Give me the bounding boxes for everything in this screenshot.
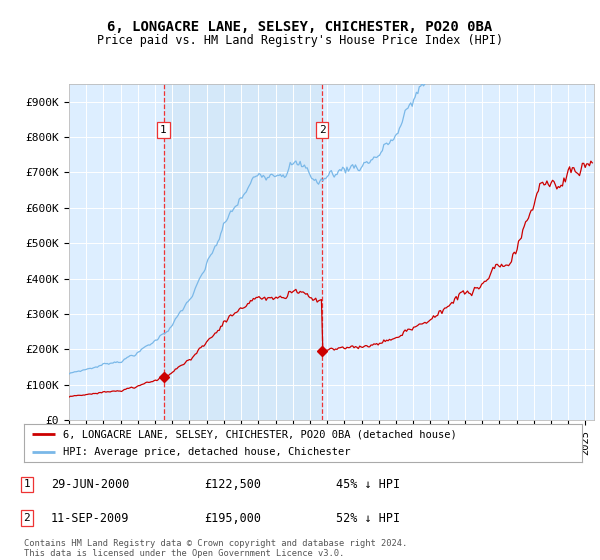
Text: 2: 2 bbox=[23, 513, 31, 523]
Text: Contains HM Land Registry data © Crown copyright and database right 2024.
This d: Contains HM Land Registry data © Crown c… bbox=[24, 539, 407, 558]
Text: £122,500: £122,500 bbox=[204, 478, 261, 491]
Text: £195,000: £195,000 bbox=[204, 511, 261, 525]
Text: 29-JUN-2000: 29-JUN-2000 bbox=[51, 478, 130, 491]
Bar bbox=[163, 84, 322, 420]
Text: 6, LONGACRE LANE, SELSEY, CHICHESTER, PO20 0BA (detached house): 6, LONGACRE LANE, SELSEY, CHICHESTER, PO… bbox=[63, 429, 457, 439]
Text: 45% ↓ HPI: 45% ↓ HPI bbox=[336, 478, 400, 491]
Text: 1: 1 bbox=[160, 125, 167, 135]
Text: 2: 2 bbox=[319, 125, 325, 135]
Text: 11-SEP-2009: 11-SEP-2009 bbox=[51, 511, 130, 525]
Text: 6, LONGACRE LANE, SELSEY, CHICHESTER, PO20 0BA: 6, LONGACRE LANE, SELSEY, CHICHESTER, PO… bbox=[107, 20, 493, 34]
Text: Price paid vs. HM Land Registry's House Price Index (HPI): Price paid vs. HM Land Registry's House … bbox=[97, 34, 503, 46]
Text: 1: 1 bbox=[23, 479, 31, 489]
Text: HPI: Average price, detached house, Chichester: HPI: Average price, detached house, Chic… bbox=[63, 447, 350, 458]
Text: 52% ↓ HPI: 52% ↓ HPI bbox=[336, 511, 400, 525]
